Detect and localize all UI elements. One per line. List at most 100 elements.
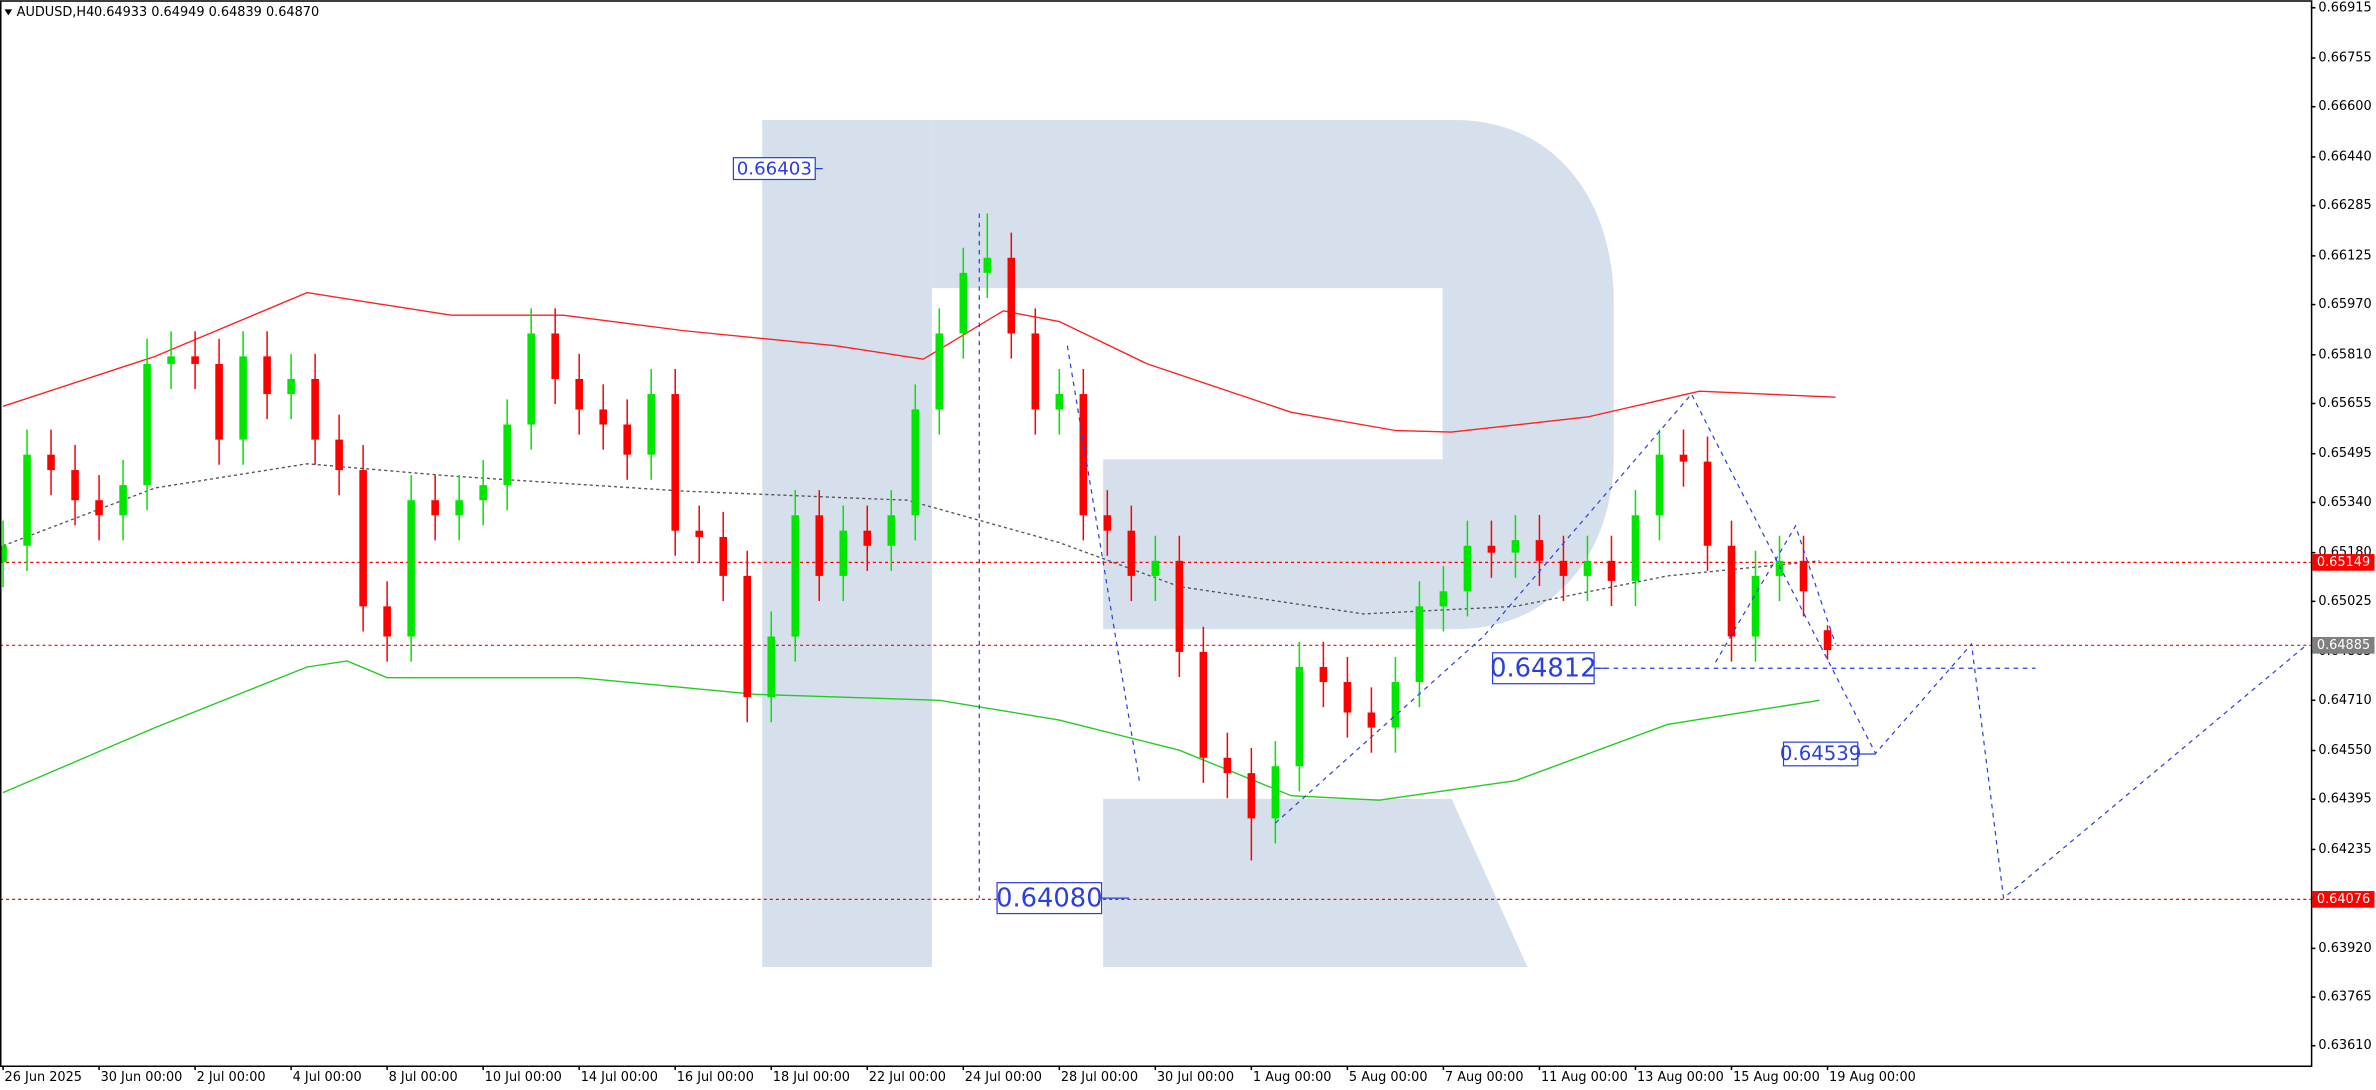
- candle-body: [1367, 712, 1376, 728]
- y-tick-label: 0.63765: [2318, 990, 2371, 1005]
- candle-body: [1151, 560, 1160, 576]
- x-tick-label: 26 Jun 2025: [5, 1070, 82, 1085]
- moving-average: [2, 660, 1820, 801]
- annotation-label: 0.66403: [737, 158, 812, 179]
- candle-body: [1343, 682, 1352, 713]
- price-label-box: [2312, 554, 2375, 571]
- x-tick-label: 22 Jul 00:00: [869, 1070, 946, 1085]
- annotation-label: 0.64539: [1780, 742, 1861, 765]
- symbol: AUDUSD,H4: [17, 5, 95, 20]
- candle-body: [695, 530, 704, 537]
- annotation-box: [1491, 652, 1595, 685]
- candle-body: [191, 356, 199, 364]
- x-tick-label: 14 Jul 00:00: [581, 1070, 658, 1085]
- candle-body: [1295, 666, 1304, 767]
- candle-body: [71, 470, 79, 501]
- candle-body: [1823, 630, 1832, 651]
- candle-body: [1199, 651, 1208, 758]
- candle-body: [1127, 530, 1136, 576]
- x-tick-label: 19 Aug 00:00: [1829, 1070, 1916, 1085]
- y-tick-label: 0.66915: [2318, 0, 2371, 15]
- candle-body: [503, 424, 511, 486]
- y-tick-label: 0.65495: [2318, 446, 2371, 461]
- candle-body: [215, 363, 223, 440]
- candle-body: [1079, 394, 1088, 516]
- x-tick-label: 8 Jul 00:00: [389, 1070, 458, 1085]
- candle-body: [1175, 560, 1184, 652]
- y-tick-label: 0.65025: [2318, 594, 2371, 609]
- candle-body: [863, 530, 872, 546]
- candle-body: [47, 454, 55, 471]
- candle-body: [1391, 682, 1400, 728]
- candle-body: [1631, 515, 1640, 581]
- x-tick-label: 4 Jul 00:00: [293, 1070, 362, 1085]
- candle-body: [815, 515, 824, 576]
- candle-body: [1751, 575, 1760, 637]
- candle-body: [0, 545, 7, 563]
- annotation-box: [996, 882, 1103, 915]
- projection-line: [1714, 524, 1837, 663]
- candle-body: [1535, 540, 1544, 561]
- y-tick-label: 0.63920: [2318, 941, 2371, 956]
- candle-body: [719, 536, 728, 576]
- menu-triangle[interactable]: [4, 9, 13, 16]
- y-tick-label: 0.65655: [2318, 396, 2371, 411]
- candle-body: [239, 356, 247, 440]
- candle-body: [1727, 545, 1736, 637]
- candle-body: [263, 356, 271, 395]
- candle-body: [1271, 766, 1280, 819]
- y-tick-label: 0.66600: [2318, 99, 2371, 114]
- y-tick-label: 0.66125: [2318, 248, 2371, 263]
- candle-body: [551, 333, 559, 379]
- x-tick-label: 15 Aug 00:00: [1733, 1070, 1820, 1085]
- x-tick-label: 7 Aug 00:00: [1445, 1070, 1524, 1085]
- candle-body: [671, 394, 680, 531]
- y-tick-label: 0.64710: [2318, 693, 2371, 708]
- watermark: [762, 119, 1614, 968]
- y-tick-label: 0.65970: [2318, 297, 2371, 312]
- candle-body: [743, 575, 752, 698]
- x-tick-label: 10 Jul 00:00: [485, 1070, 562, 1085]
- candle-body: [119, 485, 127, 516]
- candle-body: [455, 500, 463, 516]
- plot-layer: 0.66403 0.64080 0.64812 0.64539: [0, 157, 2311, 915]
- candle-body: [791, 515, 800, 637]
- projection-line: [1274, 392, 2309, 900]
- candle-body: [1007, 257, 1016, 334]
- moving-average: [2, 463, 1820, 615]
- ohlc-readout: 0.64933 0.64949 0.64839 0.64870: [94, 5, 319, 20]
- annotation-label: 0.64812: [1490, 653, 1596, 683]
- candle-body: [1655, 454, 1664, 516]
- candle-body: [575, 378, 583, 410]
- candle-body: [287, 378, 295, 395]
- candle-body: [1319, 666, 1328, 683]
- x-tick-label: 5 Aug 00:00: [1349, 1070, 1428, 1085]
- candle-body: [143, 363, 151, 486]
- candle-body: [1055, 394, 1064, 410]
- y-tick-label: 0.64550: [2318, 743, 2371, 758]
- candle-body: [1511, 540, 1520, 553]
- y-tick-label: 0.63610: [2318, 1038, 2371, 1053]
- candle-body: [959, 272, 968, 334]
- candle-body: [1583, 560, 1592, 576]
- watermark-stem: [762, 119, 932, 968]
- candle-body: [1559, 560, 1568, 576]
- y-tick-label: 0.66440: [2318, 149, 2371, 164]
- x-tick-label: 11 Aug 00:00: [1541, 1070, 1628, 1085]
- y-tick-label: 0.64235: [2318, 842, 2371, 857]
- candle-body: [1607, 560, 1616, 581]
- candle-body: [647, 394, 655, 455]
- candle-body: [527, 333, 535, 425]
- candle-body: [599, 409, 607, 425]
- price-label-box: [2312, 636, 2375, 654]
- price-label: 0.65149: [2317, 555, 2370, 570]
- candle-body: [335, 439, 343, 471]
- candle-body: [311, 378, 319, 440]
- candle-body: [1799, 560, 1808, 592]
- candle-body: [1463, 545, 1472, 592]
- price-label: 0.64885: [2317, 638, 2370, 653]
- candle-body: [983, 257, 992, 273]
- watermark-bowl: [931, 119, 1614, 630]
- candle-body: [911, 409, 920, 516]
